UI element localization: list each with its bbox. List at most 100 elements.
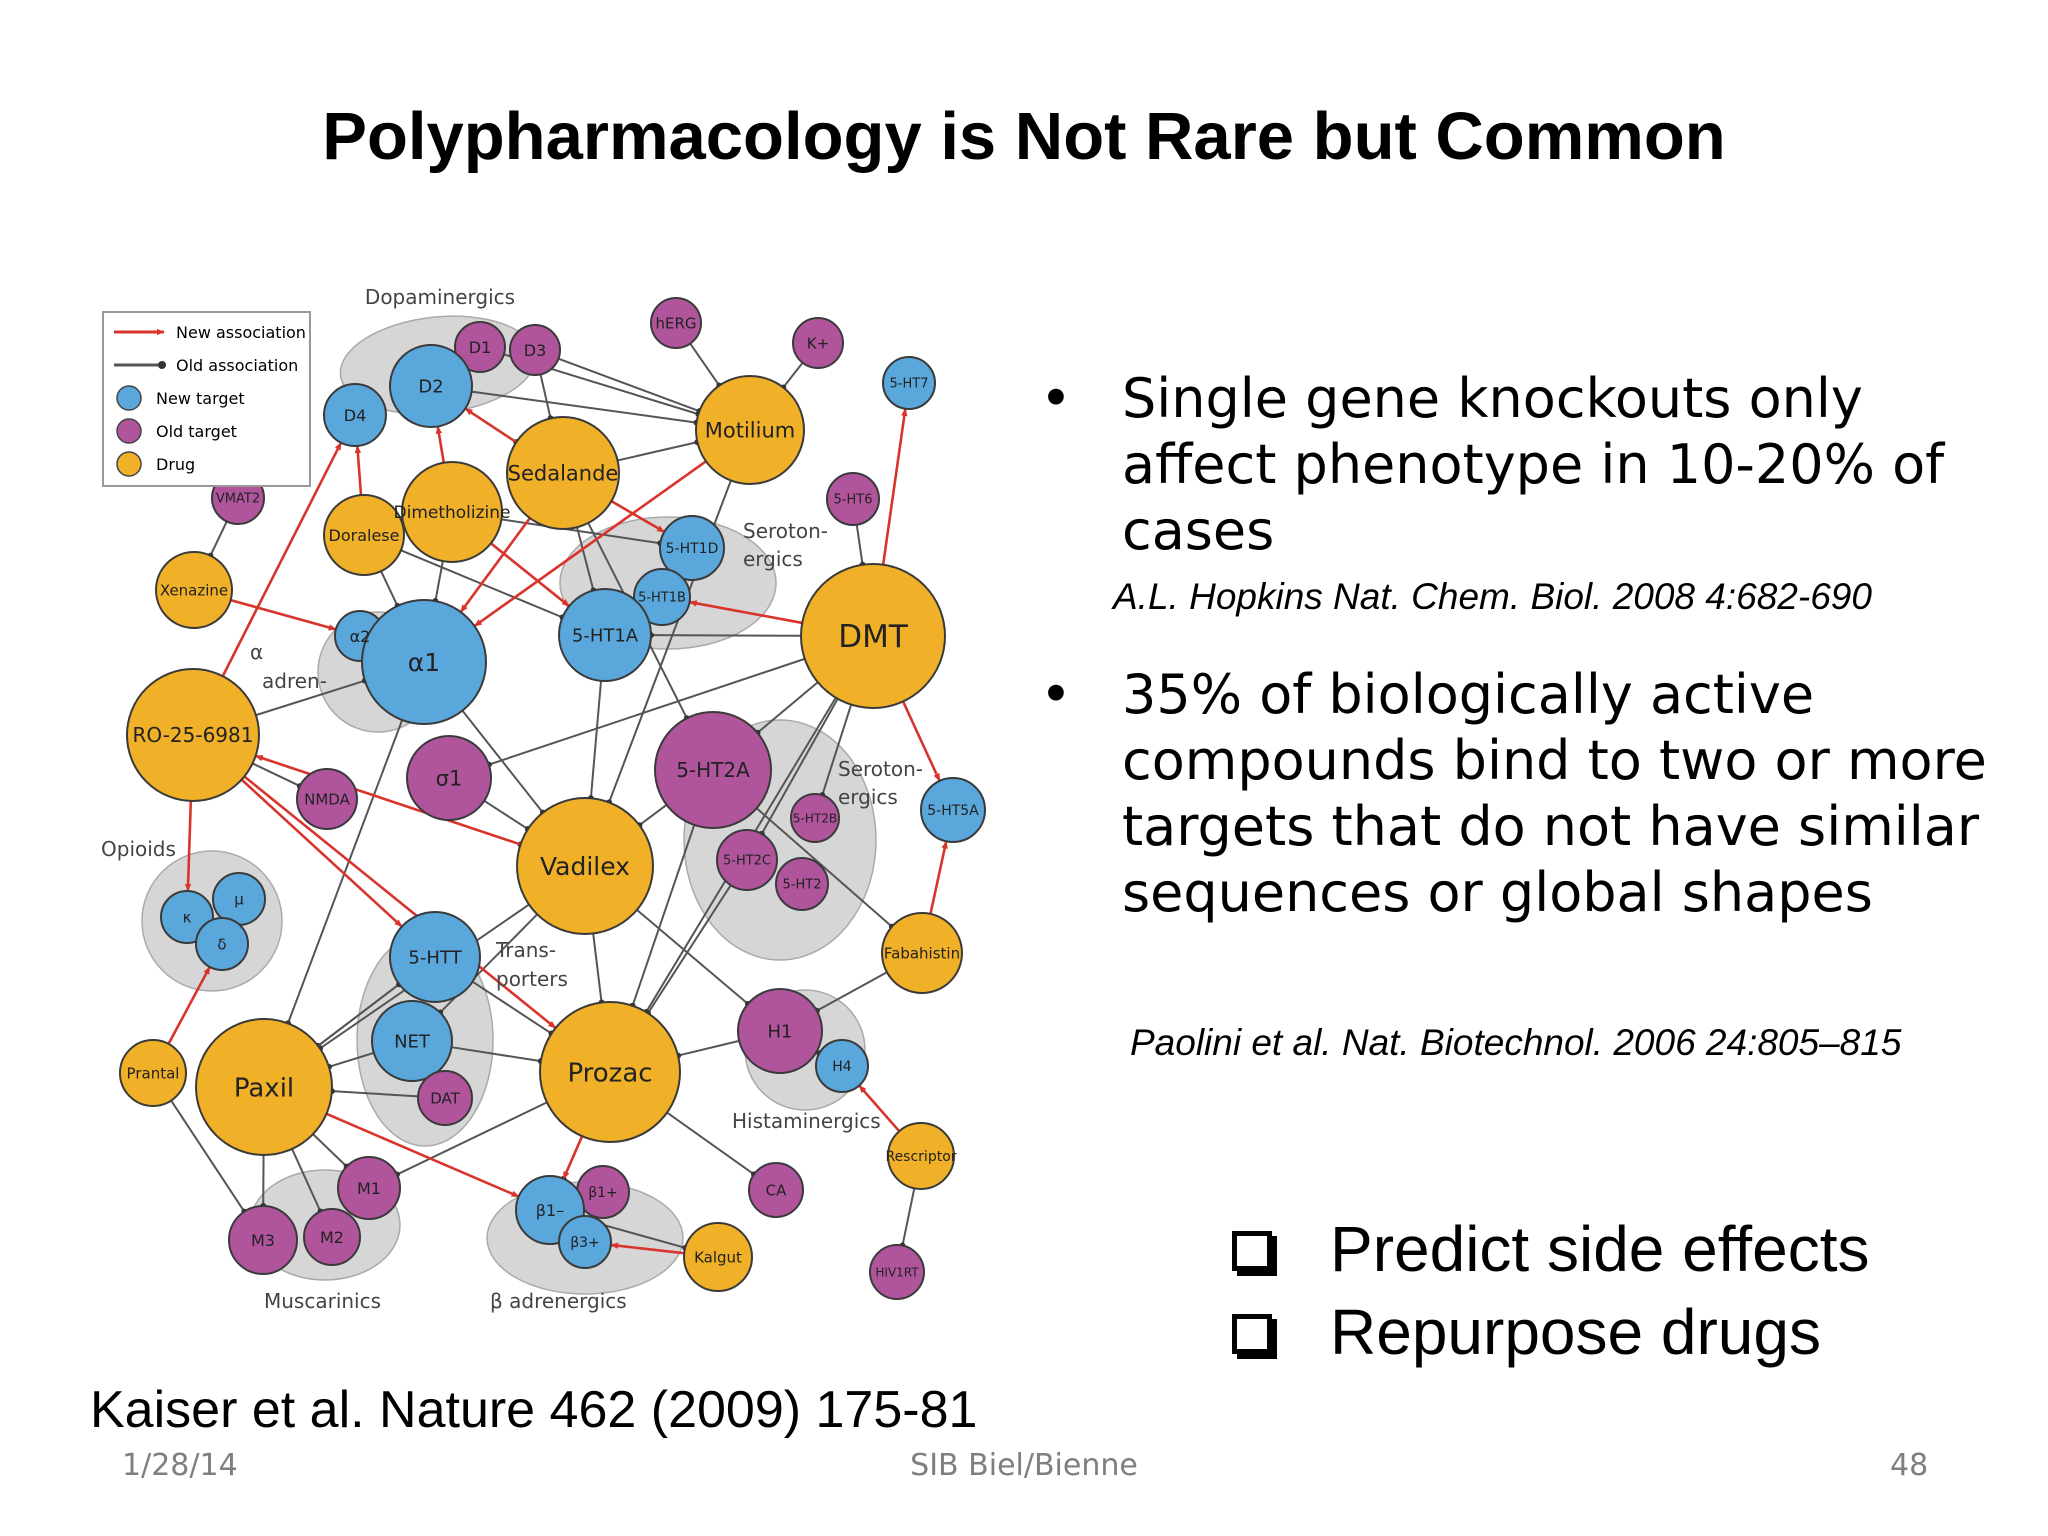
- node-label-Xenazine: Xenazine: [160, 581, 228, 599]
- node-label-NMDA: NMDA: [304, 790, 350, 808]
- old-target-node-hERG: [650, 297, 702, 349]
- old-association-edge-NET-Paxil: [328, 1051, 375, 1068]
- node-label-DMT: DMT: [838, 619, 909, 655]
- bullet-text: 35% of biologically active compounds bin…: [1122, 663, 1987, 924]
- old-association-edge-Paxil-M1: [312, 1133, 348, 1168]
- old-target-node-HT2B: [790, 793, 840, 843]
- old-association-edge-Fabahistin-H1: [816, 971, 888, 1012]
- old-target-node-M2: [303, 1208, 361, 1266]
- new-association-edge-Sedalande-a1: [459, 517, 531, 613]
- old-target-node-CA: [748, 1162, 804, 1218]
- old-association-edge-HT2C-Prozac: [647, 884, 732, 1014]
- new-association-edge-RO-HTT: [240, 778, 403, 928]
- bullet-text: Single gene knockouts only affect phenot…: [1122, 367, 1945, 562]
- old-target-node-HT2C: [716, 829, 778, 891]
- node-label-CA: CA: [766, 1181, 787, 1199]
- target-node-H4: [815, 1039, 869, 1093]
- node-label-a2: α2: [350, 627, 371, 646]
- node-label-M1: M1: [357, 1179, 381, 1198]
- node-label-HT1B: 5-HT1B: [638, 591, 686, 606]
- new-association-edge-Sedalande-D2: [464, 407, 517, 444]
- node-label-b1minus: β1–: [536, 1201, 564, 1220]
- old-association-edge-Vadilex-Prozac: [592, 933, 603, 1003]
- node-label-Prantal: Prantal: [127, 1064, 180, 1082]
- node-label-delta: δ: [217, 935, 226, 953]
- node-label-HT1A: 5-HT1A: [572, 625, 639, 646]
- old-association-edge-Prantal-M3: [170, 1100, 246, 1213]
- legend-drug-swatch: [116, 451, 142, 477]
- figure-reference: Kaiser et al. Nature 462 (2009) 175-81: [90, 1381, 978, 1439]
- node-label-D3: D3: [524, 341, 547, 360]
- drug-node-Sedalande: [506, 416, 620, 530]
- serotonergics-label: ergics: [838, 785, 898, 809]
- new-association-edge-Doralese-D4: [354, 445, 363, 496]
- node-label-Dimetholizine: Dimetholizine: [394, 503, 511, 523]
- node-label-HT5A: 5-HT5A: [927, 803, 979, 819]
- node-label-NET: NET: [394, 1031, 431, 1052]
- old-association-edge-HT2A-Fabahistin: [755, 807, 893, 928]
- footer-date: 1/28/14: [122, 1448, 238, 1483]
- old-association-edge-Prozac-CA: [666, 1111, 755, 1176]
- node-label-sigma1: σ1: [436, 767, 463, 791]
- legend-new-target-label: New target: [156, 389, 245, 408]
- drug-node-RO: [126, 668, 260, 802]
- histaminergics-label: Histaminergics: [732, 1109, 881, 1133]
- legend-old-association-label: Old association: [176, 356, 298, 375]
- target-node-D2: [389, 344, 473, 428]
- node-label-RO: RO-25-6981: [133, 723, 254, 747]
- new-association-edge-Motilium-a1: [473, 460, 707, 628]
- target-node-HT5A: [920, 777, 986, 843]
- drug-node-Doralese: [323, 494, 405, 576]
- action-item-repurpose: Repurpose drugs: [1232, 1295, 1821, 1369]
- old-association-edge-DMT-HT2C: [760, 698, 839, 835]
- node-label-Sedalande: Sedalande: [508, 462, 619, 486]
- node-label-Kplus: K+: [807, 334, 829, 352]
- legend-drug-label: Drug: [156, 455, 195, 474]
- node-label-HT1D: 5-HT1D: [666, 541, 719, 557]
- node-label-DAT: DAT: [430, 1089, 460, 1107]
- target-node-D4: [323, 383, 387, 447]
- drug-node-Dimetholizine: [401, 461, 503, 563]
- old-association-edge-D3-Sedalande: [539, 374, 552, 419]
- node-label-HT6: 5-HT6: [834, 493, 873, 508]
- node-label-Vadilex: Vadilex: [540, 852, 630, 881]
- old-association-edge-VMAT2-Xenazine: [209, 521, 228, 557]
- node-label-mu: μ: [234, 890, 244, 908]
- target-node-b3plus: [558, 1215, 612, 1269]
- old-association-edge-a1-Vadilex: [461, 710, 544, 814]
- old-association-edge-HT6-DMT: [855, 524, 864, 565]
- old-association-edge-Doralese-a1: [380, 570, 399, 607]
- node-label-b1plus: β1+: [588, 1185, 618, 1201]
- node-label-a1: α1: [408, 648, 440, 677]
- node-label-D1: D1: [469, 338, 492, 357]
- target-node-delta: [195, 917, 249, 971]
- drug-node-Kalgut: [683, 1222, 753, 1292]
- drug-node-Paxil: [195, 1018, 333, 1156]
- new-association-edge-Prantal-delta: [167, 966, 211, 1045]
- footer-page-number: 48: [1890, 1448, 1929, 1483]
- node-label-Motilium: Motilium: [705, 419, 795, 443]
- citation-hopkins: A.L. Hopkins Nat. Chem. Biol. 2008 4:682…: [1113, 576, 1872, 617]
- old-target-node-D3: [509, 324, 561, 376]
- legend-old-target-swatch: [116, 418, 142, 444]
- node-label-hERG: hERG: [655, 314, 696, 332]
- node-label-Rescriptor: Rescriptor: [885, 1149, 956, 1165]
- drug-node-Xenazine: [155, 551, 233, 629]
- old-association-edge-a1-Paxil: [287, 719, 404, 1024]
- opioids-label: Opioids: [101, 837, 176, 861]
- new-association-edge-Vadilex-RO: [254, 754, 521, 846]
- old-target-node-M3: [228, 1205, 298, 1275]
- node-label-D2: D2: [418, 376, 443, 397]
- serotonergics-label: ergics: [743, 547, 803, 571]
- node-label-Doralese: Doralese: [329, 526, 400, 545]
- old-association-edge-Dimetholizine-a1: [434, 560, 444, 602]
- old-association-edge-DMT-sigma1: [488, 657, 806, 766]
- old-target-node-M1: [337, 1156, 401, 1220]
- target-node-HTT: [389, 911, 481, 1003]
- node-label-HTT: 5-HTT: [408, 947, 462, 968]
- old-association-edge-Rescriptor-HIV1RT: [901, 1188, 916, 1246]
- old-target-node-DAT: [417, 1070, 473, 1126]
- old-association-edge-HTT-Prozac: [472, 980, 553, 1035]
- old-association-edge-HT1A-Vadilex: [589, 680, 603, 799]
